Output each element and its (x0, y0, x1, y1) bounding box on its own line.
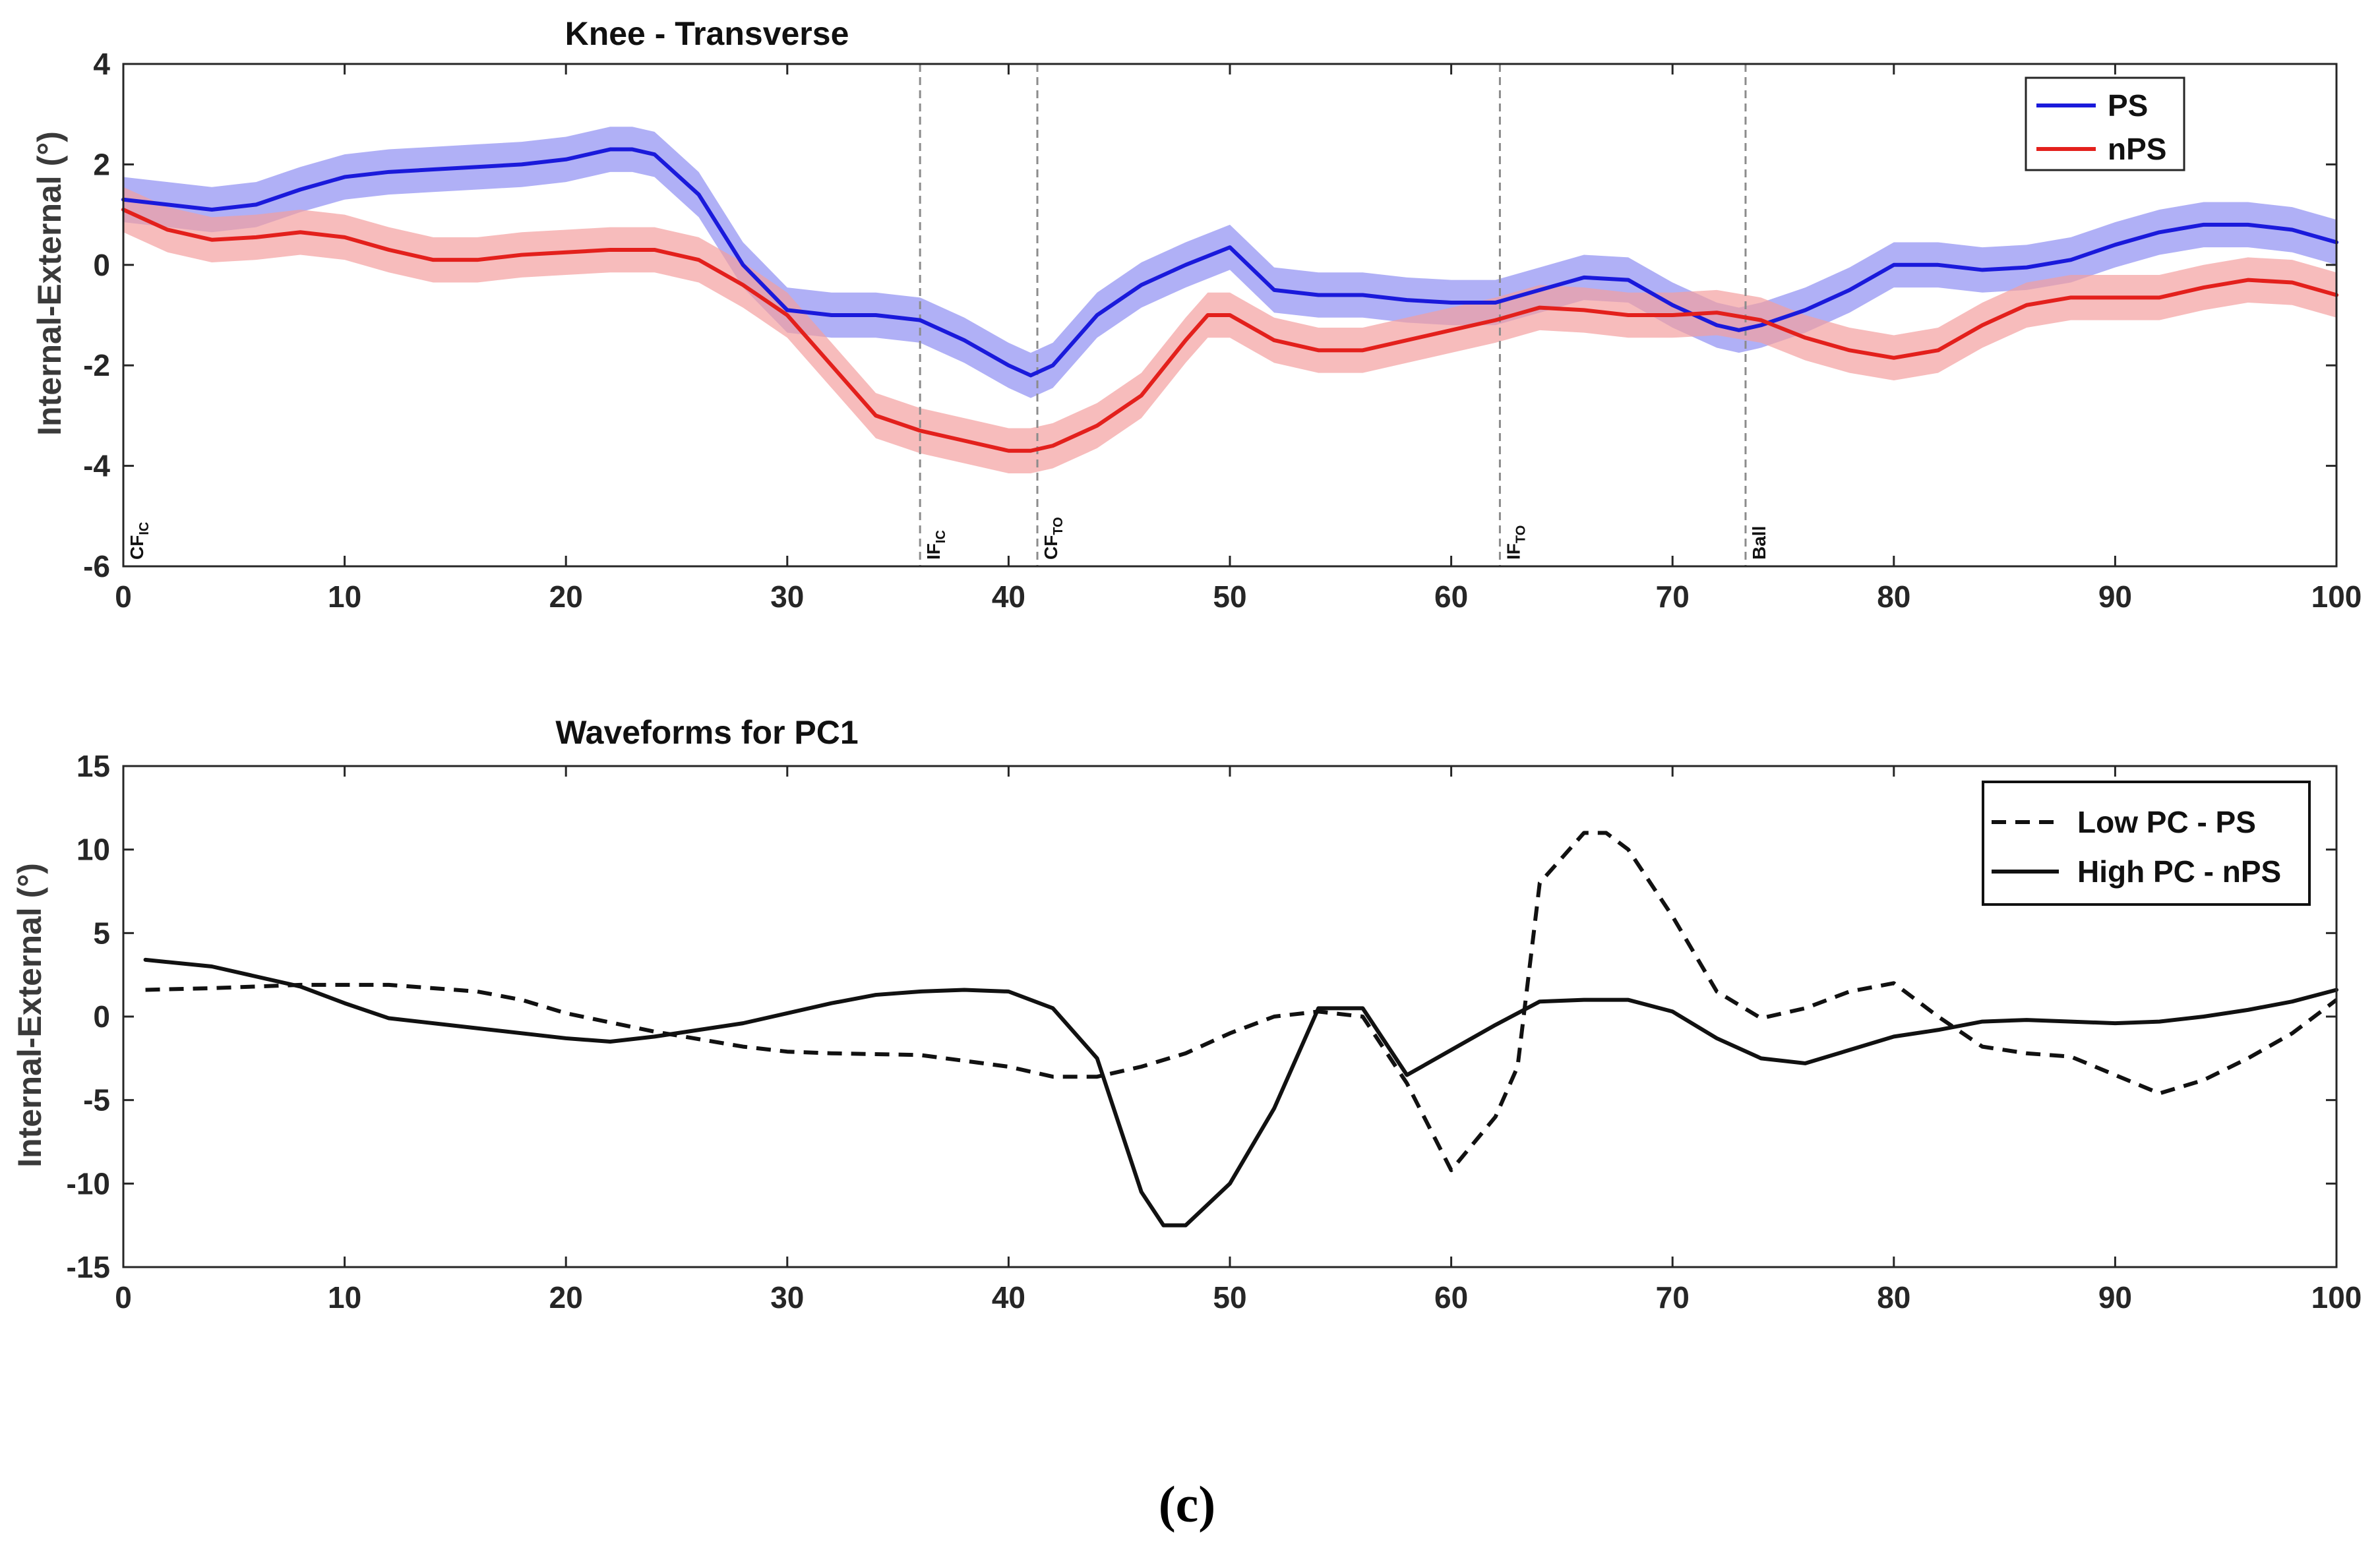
x-tick-label: 90 (2098, 1280, 2132, 1315)
y-tick-label: 2 (93, 147, 110, 181)
legend-label-high-pc: High PC - nPS (2077, 854, 2281, 889)
y-tick-label: 0 (93, 248, 110, 282)
confidence-bands (123, 127, 2336, 474)
legend: Low PC - PS High PC - nPS (1982, 781, 2311, 906)
x-tick-label: 10 (328, 1280, 361, 1315)
axis-ticks: 0 10 20 30 40 50 60 70 80 90 100 -6 -4 -2 0 2 4 (83, 47, 2362, 614)
series-line-high-pc-nps (143, 957, 2338, 1228)
event-label: CFTO (1041, 517, 1066, 560)
x-tick-label: 20 (549, 579, 583, 614)
y-tick-label: -10 (67, 1166, 110, 1201)
y-tick-label: -5 (83, 1083, 110, 1117)
y-tick-label: -6 (83, 549, 110, 583)
x-tick-label: 60 (1434, 579, 1468, 614)
y-tick-label: 5 (93, 916, 110, 950)
y-tick-label: 10 (76, 833, 110, 867)
y-tick-label: -2 (83, 348, 110, 382)
series-lines (121, 147, 2338, 453)
legend-box (1982, 781, 2311, 906)
x-tick-label: 70 (1656, 1280, 1690, 1315)
legend-box (2025, 76, 2185, 171)
y-axis-title: Internal-External (°) (11, 863, 48, 1168)
x-tick-label: 60 (1434, 1280, 1468, 1315)
y-axis-title: Internal-External (°) (31, 131, 68, 436)
series-lines (143, 831, 2338, 1228)
legend-label-ps: PS (2108, 88, 2148, 123)
band-nps (123, 187, 2336, 474)
x-tick-label: 30 (770, 579, 804, 614)
y-tick-label: -4 (83, 449, 110, 483)
x-tick-label: 0 (115, 1280, 132, 1315)
x-tick-label: 50 (1213, 1280, 1246, 1315)
legend: PS nPS (2025, 76, 2185, 171)
series-line-low-pc-ps (145, 831, 2338, 1173)
legend-label-low-pc: Low PC - PS (2077, 805, 2256, 839)
chart-waveforms-pc1: Waveforms for PC1 Internal-External (°) … (11, 714, 2362, 1315)
chart-title: Knee - Transverse (565, 15, 849, 52)
x-tick-label: 80 (1877, 1280, 1910, 1315)
x-tick-label: 100 (2311, 1280, 2362, 1315)
y-tick-label: -15 (67, 1250, 110, 1284)
event-label: IFTO (1503, 525, 1528, 560)
series-line-ps (121, 147, 2338, 378)
x-tick-label: 50 (1213, 579, 1246, 614)
x-tick-label: 80 (1877, 579, 1910, 614)
chart-title: Waveforms for PC1 (555, 714, 858, 751)
x-tick-label: 20 (549, 1280, 583, 1315)
chart-knee-transverse: Knee - Transverse Internal-External (°) … (31, 15, 2362, 614)
x-tick-label: 70 (1656, 579, 1690, 614)
x-tick-label: 30 (770, 1280, 804, 1315)
axis-ticks: 0 10 20 30 40 50 60 70 80 90 100 -15 -10 -5 0 5 10 15 (67, 749, 2362, 1315)
y-tick-label: 15 (76, 749, 110, 783)
x-tick-label: 40 (992, 1280, 1025, 1315)
y-tick-label: 4 (93, 47, 110, 81)
x-tick-label: 100 (2311, 579, 2362, 614)
x-tick-label: 0 (115, 579, 132, 614)
series-line-nps (121, 207, 2338, 453)
x-tick-label: 90 (2098, 579, 2132, 614)
event-label: IFIC (923, 530, 948, 560)
x-tick-label: 10 (328, 579, 361, 614)
gait-event-markers: CFIC IFIC CFTO IFTO Ball (127, 64, 1769, 566)
x-tick-label: 40 (992, 579, 1025, 614)
y-tick-label: 0 (93, 999, 110, 1034)
legend-label-nps: nPS (2108, 132, 2166, 166)
event-label: Ball (1749, 526, 1769, 560)
figure-caption: (c) (1159, 1475, 1216, 1533)
event-label: CFIC (127, 522, 152, 560)
